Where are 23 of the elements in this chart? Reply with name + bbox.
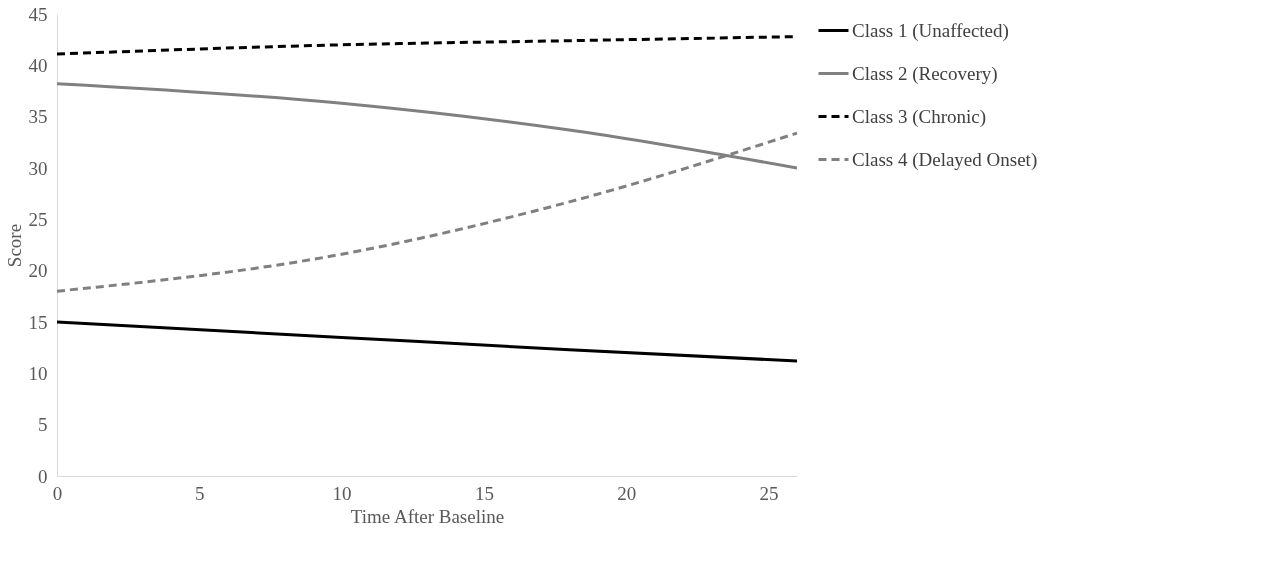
- y-tick-label: 35: [28, 106, 48, 128]
- y-axis-title: Score: [3, 223, 25, 268]
- line-series: [55, 320, 799, 363]
- y-tick-label: 5: [38, 414, 48, 436]
- y-tick-label: 20: [28, 260, 48, 282]
- x-tick-label: 15: [474, 482, 494, 504]
- x-tick-label: 0: [52, 482, 63, 504]
- y-tick-label: 0: [38, 465, 48, 487]
- y-tick-label: 40: [28, 54, 48, 76]
- x-tick-label: 25: [759, 482, 779, 504]
- x-axis-title: Time After Baseline: [350, 505, 505, 527]
- legend-label: Class 1 (Unaffected): [852, 19, 1009, 42]
- legend-label: Class 3 (Chronic): [852, 105, 987, 128]
- x-tick-label: 10: [332, 482, 352, 504]
- legend-label: Class 2 (Recovery): [852, 62, 998, 85]
- x-tick-label: 5: [195, 482, 205, 504]
- legend-label: Class 4 (Delayed Onset): [852, 148, 1038, 171]
- y-tick-label: 15: [28, 311, 48, 333]
- y-tick-label: 25: [28, 208, 48, 230]
- x-tick-label: 20: [617, 482, 637, 504]
- y-tick-label: 30: [28, 157, 48, 179]
- y-tick-label: 45: [28, 3, 48, 25]
- y-tick-label: 10: [28, 362, 48, 384]
